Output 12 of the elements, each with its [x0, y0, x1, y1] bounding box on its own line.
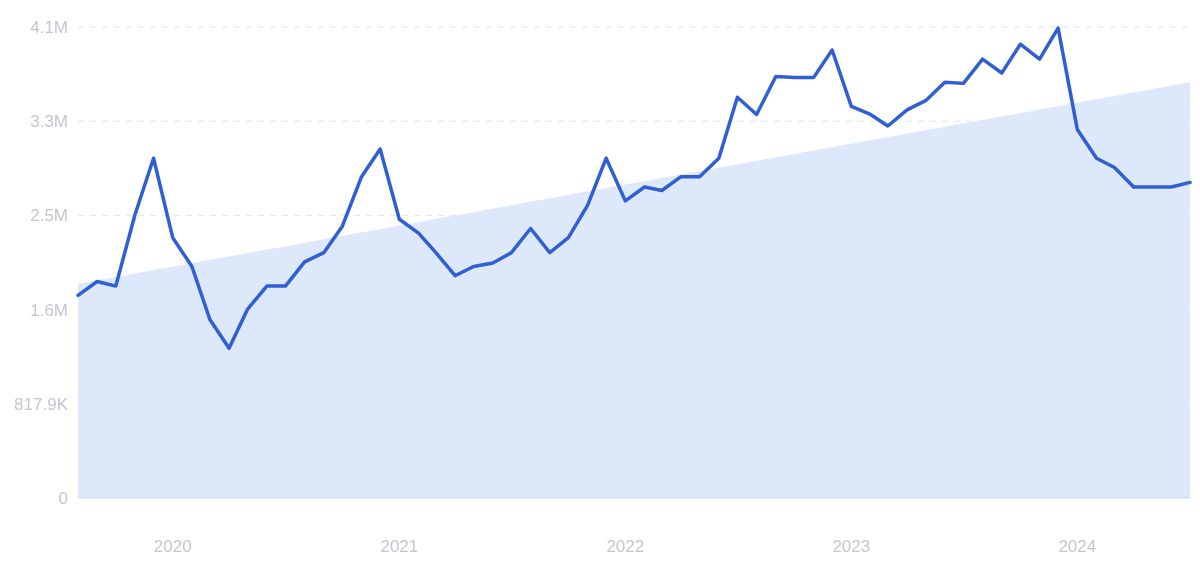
y-tick-label: 0 — [58, 488, 68, 508]
x-tick-label: 2023 — [832, 537, 871, 556]
x-tick-label: 2020 — [153, 537, 192, 556]
y-tick-label: 2.5M — [30, 206, 68, 226]
y-tick-label: 1.6M — [30, 300, 68, 320]
y-tick-label: 817.9K — [14, 394, 69, 414]
x-tick-label: 2024 — [1058, 537, 1097, 556]
line-series — [76, 26, 1192, 351]
y-tick-label: 3.3M — [30, 112, 68, 132]
x-tick-label: 2021 — [380, 537, 419, 556]
y-tick-label: 4.1M — [30, 17, 68, 37]
x-tick-label: 2022 — [606, 537, 645, 556]
